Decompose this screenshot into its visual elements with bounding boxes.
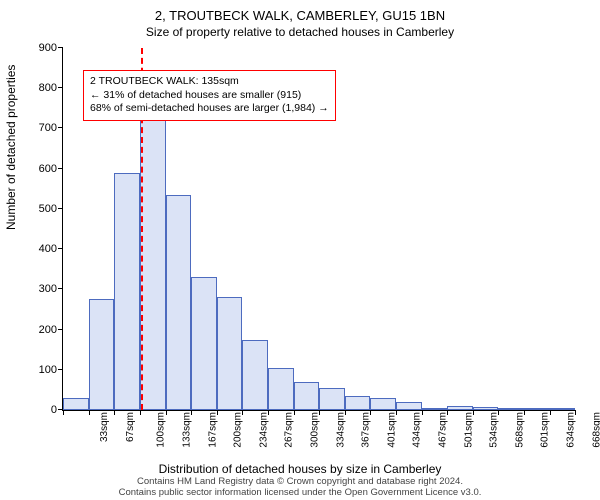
property-annotation: 2 TROUTBECK WALK: 135sqm ← 31% of detach… [83, 70, 336, 121]
histogram-bar [89, 299, 114, 410]
x-tick-mark [294, 410, 295, 415]
x-tick-label: 100sqm [154, 412, 167, 448]
chart-title: 2, TROUTBECK WALK, CAMBERLEY, GU15 1BN [0, 0, 600, 25]
histogram-bar [473, 407, 498, 410]
x-tick-label: 133sqm [179, 412, 192, 448]
histogram-bar [447, 406, 473, 410]
annotation-line2: ← 31% of detached houses are smaller (91… [90, 89, 329, 103]
y-tick-mark [58, 248, 63, 249]
x-tick-label: 668sqm [589, 412, 600, 448]
histogram-bar [166, 195, 191, 410]
x-tick-label: 67sqm [123, 412, 136, 442]
x-tick-label: 167sqm [205, 412, 218, 448]
x-tick-mark [345, 410, 346, 415]
y-tick-label: 300 [21, 283, 63, 295]
x-tick-label: 401sqm [385, 412, 398, 448]
y-tick-label: 0 [21, 404, 63, 416]
histogram-bar [191, 277, 217, 410]
histogram-bar [268, 368, 294, 410]
histogram-bar [370, 398, 395, 410]
x-tick-label: 267sqm [282, 412, 295, 448]
y-tick-label: 800 [21, 82, 63, 94]
histogram-bar [140, 112, 166, 410]
x-tick-label: 367sqm [359, 412, 372, 448]
histogram-bar [217, 297, 242, 410]
x-tick-mark [114, 410, 115, 415]
x-tick-label: 501sqm [461, 412, 474, 448]
x-tick-mark [89, 410, 90, 415]
x-tick-label: 300sqm [307, 412, 320, 448]
y-axis-label: Number of detached properties [4, 65, 18, 230]
x-tick-mark [498, 410, 499, 415]
footer-line1: Contains HM Land Registry data © Crown c… [0, 477, 600, 487]
y-tick-label: 100 [21, 364, 63, 376]
chart-plot-area: 2 TROUTBECK WALK: 135sqm ← 31% of detach… [62, 48, 575, 411]
annotation-line1: 2 TROUTBECK WALK: 135sqm [90, 75, 329, 89]
x-tick-label: 568sqm [513, 412, 526, 448]
y-tick-label: 200 [21, 324, 63, 336]
y-tick-mark [58, 168, 63, 169]
x-tick-mark [447, 410, 448, 415]
x-tick-mark [370, 410, 371, 415]
histogram-bar [63, 398, 89, 410]
y-tick-mark [58, 127, 63, 128]
attribution-footer: Contains HM Land Registry data © Crown c… [0, 477, 600, 498]
y-tick-label: 400 [21, 243, 63, 255]
x-tick-label: 234sqm [257, 412, 270, 448]
x-tick-mark [396, 410, 397, 415]
x-tick-mark [191, 410, 192, 415]
x-tick-mark [550, 410, 551, 415]
histogram-bar [345, 396, 370, 410]
x-tick-mark [524, 410, 525, 415]
y-tick-mark [58, 87, 63, 88]
x-tick-label: 434sqm [410, 412, 423, 448]
histogram-bar [319, 388, 345, 410]
y-tick-label: 900 [21, 42, 63, 54]
histogram-bar [422, 408, 447, 410]
histogram-bar [524, 408, 550, 410]
y-tick-mark [58, 288, 63, 289]
x-tick-mark [217, 410, 218, 415]
histogram-bar [396, 402, 422, 410]
y-tick-label: 700 [21, 122, 63, 134]
x-tick-mark [575, 410, 576, 415]
x-tick-label: 200sqm [231, 412, 244, 448]
footer-line2: Contains public sector information licen… [0, 488, 600, 498]
histogram-bar [242, 340, 267, 410]
chart-subtitle: Size of property relative to detached ho… [0, 25, 600, 41]
histogram-bar [550, 408, 575, 410]
x-tick-label: 601sqm [538, 412, 551, 448]
x-axis-label: Distribution of detached houses by size … [0, 462, 600, 476]
histogram-bar [114, 173, 139, 410]
x-tick-label: 534sqm [487, 412, 500, 448]
x-tick-label: 33sqm [97, 412, 110, 442]
y-tick-mark [58, 47, 63, 48]
annotation-line3: 68% of semi-detached houses are larger (… [90, 102, 329, 116]
x-tick-mark [422, 410, 423, 415]
y-tick-mark [58, 329, 63, 330]
x-tick-mark [473, 410, 474, 415]
y-tick-mark [58, 369, 63, 370]
y-tick-label: 500 [21, 203, 63, 215]
x-tick-mark [63, 410, 64, 415]
x-tick-mark [319, 410, 320, 415]
x-tick-mark [140, 410, 141, 415]
x-tick-label: 467sqm [435, 412, 448, 448]
x-tick-label: 334sqm [333, 412, 346, 448]
histogram-bar [498, 408, 523, 410]
chart-container: 2, TROUTBECK WALK, CAMBERLEY, GU15 1BN S… [0, 0, 600, 500]
y-tick-label: 600 [21, 163, 63, 175]
x-tick-mark [166, 410, 167, 415]
x-tick-mark [242, 410, 243, 415]
y-tick-mark [58, 208, 63, 209]
x-tick-mark [268, 410, 269, 415]
x-tick-label: 634sqm [563, 412, 576, 448]
histogram-bar [294, 382, 319, 410]
